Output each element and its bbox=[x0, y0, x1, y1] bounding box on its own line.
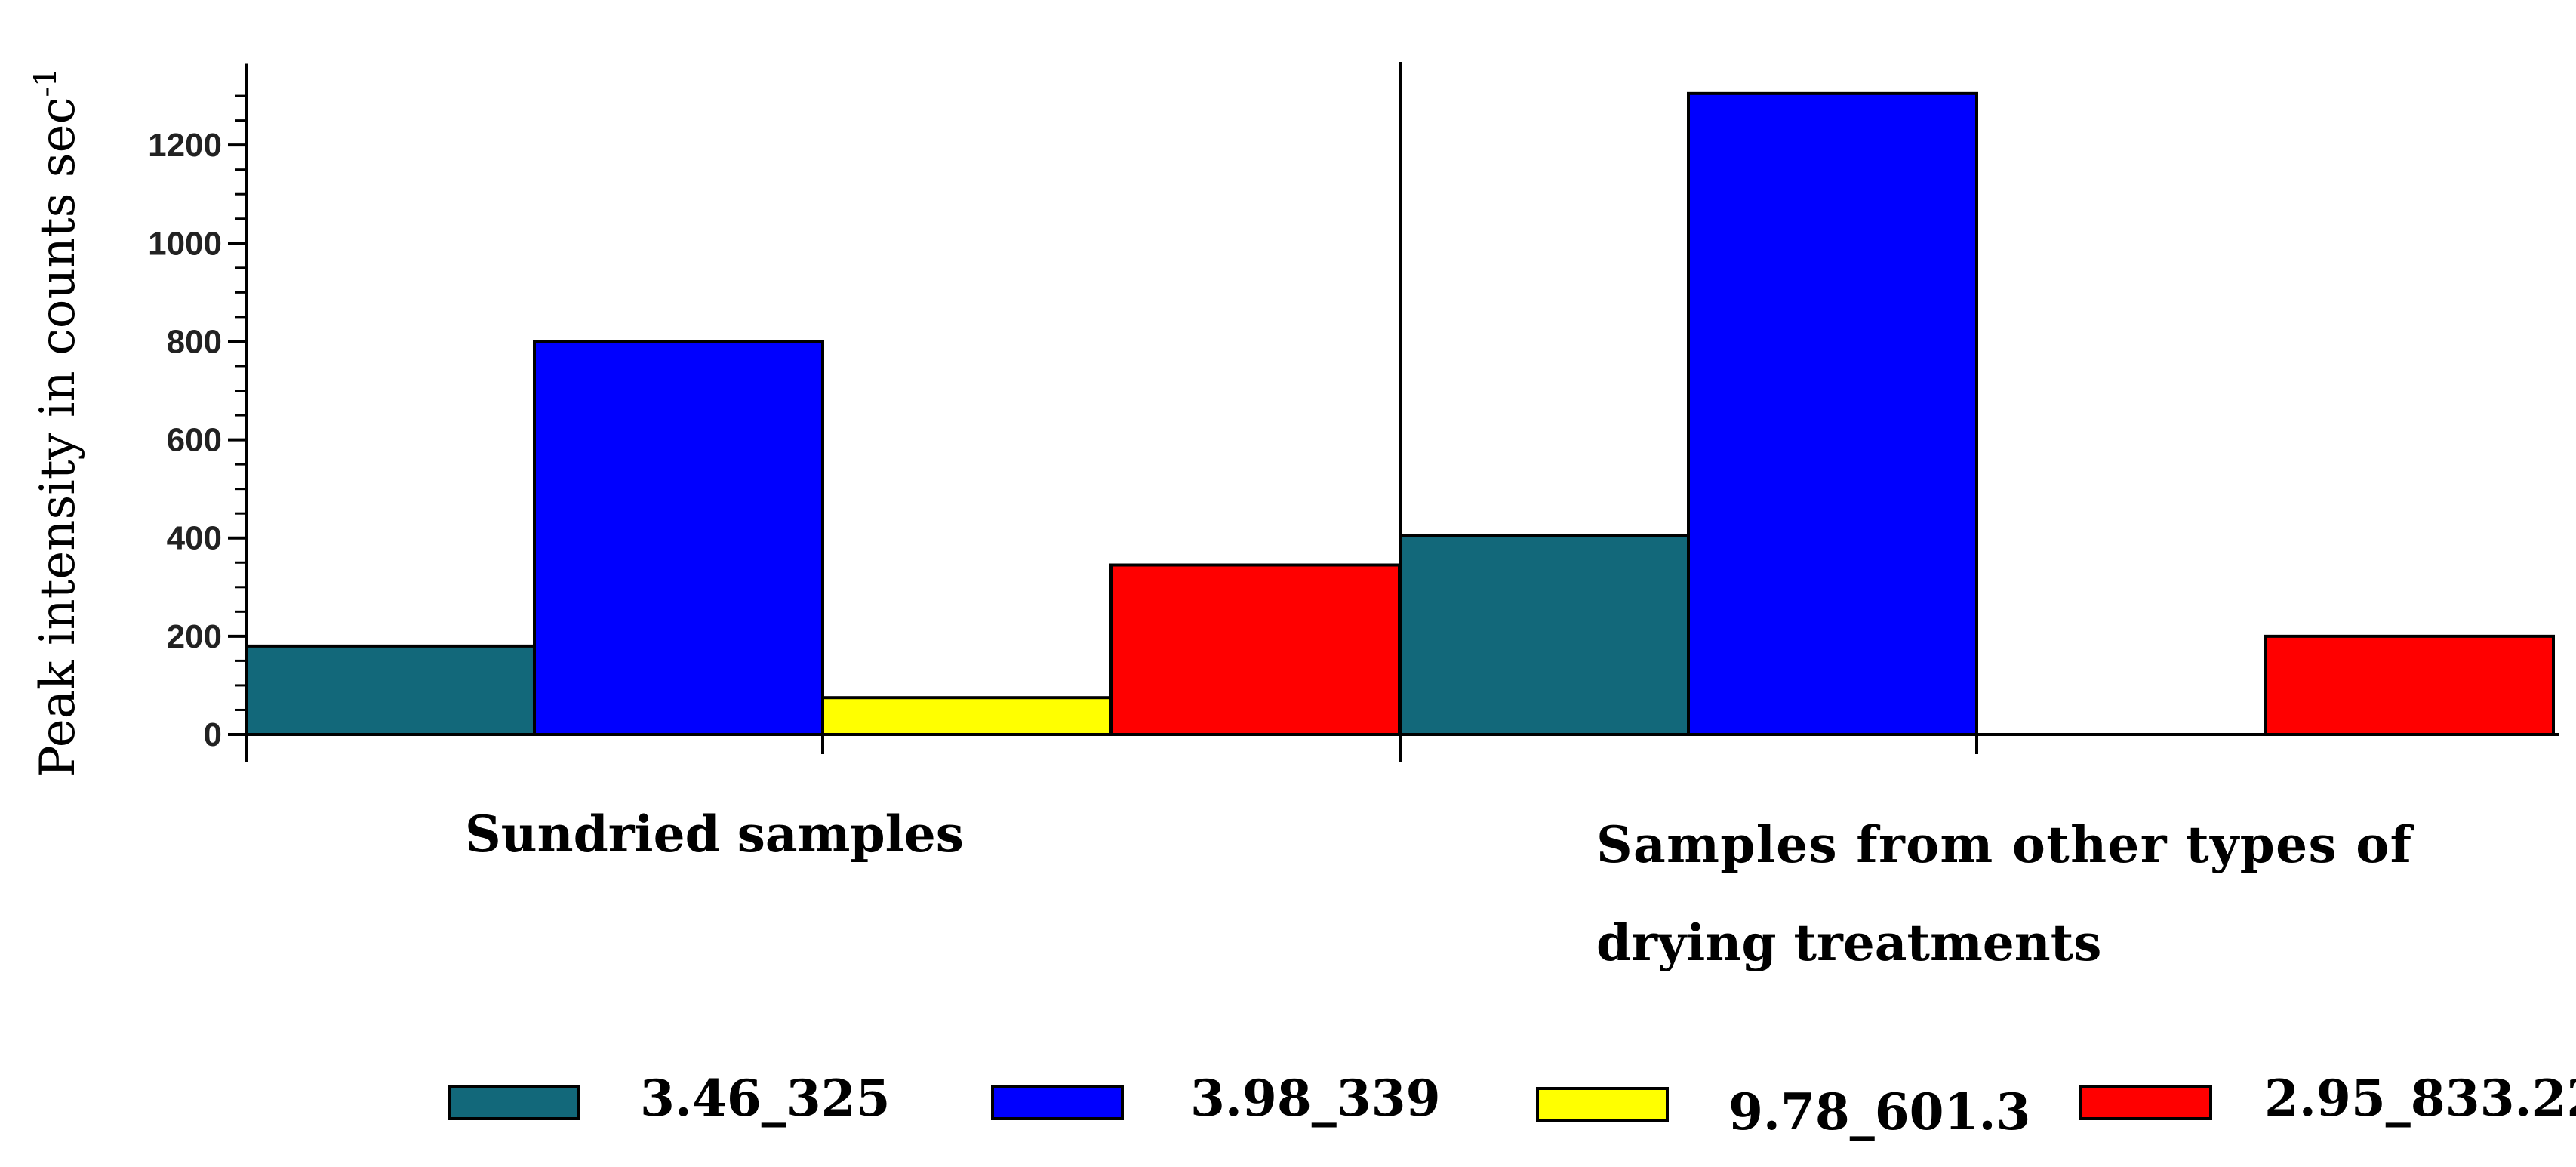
bar-3.46_325-1 bbox=[1399, 534, 1690, 736]
bar-3.46_325-0 bbox=[245, 644, 536, 737]
bar-2.95_833.22-0 bbox=[1109, 563, 1401, 736]
group-label-0-line-0: Sundried samples bbox=[465, 805, 964, 864]
y-axis-title: Peak intensity in counts sec-1 bbox=[29, 68, 86, 778]
y-tick-label-1000: 1000 bbox=[148, 225, 222, 262]
legend-swatch-2.95_833.22 bbox=[2079, 1085, 2212, 1120]
y-tick-label-200: 200 bbox=[167, 618, 222, 655]
bar-3.98_339-0 bbox=[533, 340, 824, 736]
y-tick-label-0: 0 bbox=[204, 716, 222, 753]
legend-swatch-3.46_325 bbox=[448, 1085, 580, 1120]
y-tick-label-800: 800 bbox=[167, 323, 222, 360]
y-tick-label-400: 400 bbox=[167, 520, 222, 557]
legend-label-9.78_601.3: 9.78_601.3 bbox=[1728, 1082, 2030, 1141]
legend-label-2.95_833.22: 2.95_833.22 bbox=[2264, 1069, 2576, 1128]
legend-layer: 3.46_325 3.98_339 9.78_601.3 2.95_833.22 bbox=[448, 1069, 2576, 1141]
legend-label-3.98_339: 3.98_339 bbox=[1190, 1069, 1441, 1128]
legend-swatch-9.78_601.3 bbox=[1536, 1087, 1669, 1122]
bar-layer bbox=[245, 91, 2555, 737]
bar-2.95_833.22-1 bbox=[2264, 634, 2555, 736]
label-layer: Peak intensity in counts sec-1 Sundried s… bbox=[29, 68, 2414, 972]
y-tick-label-1200: 1200 bbox=[148, 127, 222, 164]
bar-3.98_339-1 bbox=[1687, 91, 1978, 737]
group-label-1-line-0: Samples from other types of bbox=[1596, 815, 2414, 874]
bar-9.78_601.3-0 bbox=[821, 696, 1113, 737]
y-tick-label-600: 600 bbox=[167, 422, 222, 459]
y-axis-title-superscript: -1 bbox=[29, 68, 63, 97]
legend-label-3.46_325: 3.46_325 bbox=[640, 1069, 891, 1128]
group-label-1-line-1: drying treatments bbox=[1596, 913, 2101, 972]
y-axis-title-text: Peak intensity in counts sec bbox=[30, 97, 86, 778]
legend-swatch-3.98_339 bbox=[991, 1085, 1124, 1120]
